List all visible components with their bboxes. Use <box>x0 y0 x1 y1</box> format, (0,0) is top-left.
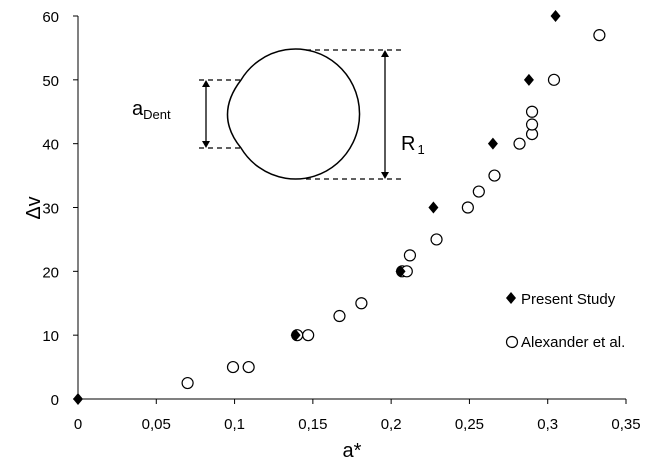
alexander-point <box>355 297 368 310</box>
x-tick-label: 0,05 <box>142 416 171 433</box>
radius-arrow-head-bottom <box>381 172 389 179</box>
alexander-point <box>525 105 539 118</box>
dented-circle-shape <box>226 48 361 180</box>
y-tick-label: 60 <box>42 9 59 26</box>
legend-label-present-study: Present Study <box>521 291 616 308</box>
alexander-point <box>181 376 194 390</box>
present-study-point <box>73 393 83 405</box>
legend-diamond-marker <box>506 292 516 304</box>
alexander-point <box>430 233 443 246</box>
alexander-point <box>226 360 240 374</box>
dent-arrow-head-top <box>202 80 210 87</box>
alexander-point <box>242 360 255 374</box>
y-tick-label: 50 <box>42 73 59 90</box>
radius-arrow-head-top <box>381 50 389 57</box>
x-axis-title: a* <box>343 440 362 461</box>
present-study-point <box>550 10 561 22</box>
present-study-point <box>428 201 439 214</box>
y-tick-label: 10 <box>42 328 59 345</box>
x-tick-label: 0 <box>74 416 82 433</box>
alexander-point <box>488 169 501 182</box>
alexander-point <box>547 73 561 86</box>
x-tick-label: 0,3 <box>537 416 558 433</box>
x-tick-label: 0,1 <box>224 416 245 433</box>
present-study-point <box>290 329 301 342</box>
present-study-point <box>523 73 534 86</box>
alexander-point <box>472 185 485 198</box>
alexander-point <box>403 249 417 262</box>
y-tick-label: 0 <box>51 392 59 409</box>
legend-label-alexander: Alexander et al. <box>521 334 625 351</box>
alexander-point <box>593 29 606 42</box>
alexander-point <box>525 118 539 131</box>
x-tick-label: 0,35 <box>611 416 640 433</box>
x-tick-label: 0,25 <box>455 416 484 433</box>
present-study-point <box>395 265 406 278</box>
y-tick-label: 20 <box>42 264 59 281</box>
alexander-point <box>333 309 346 323</box>
y-tick-label: 40 <box>42 137 59 154</box>
legend-circle-marker <box>505 335 519 349</box>
y-tick-label: 30 <box>42 201 59 218</box>
present-study-point <box>487 137 498 150</box>
legend: Present Study Alexander et al. <box>505 291 625 351</box>
data-points <box>73 10 606 405</box>
dent-label: aDent <box>132 98 171 122</box>
alexander-point <box>461 201 474 214</box>
dent-arrow-head-bottom <box>202 141 210 148</box>
y-axis-ticks: 0 10 20 30 40 50 60 <box>42 9 78 409</box>
alexander-point <box>302 329 315 342</box>
x-tick-label: 0,2 <box>381 416 402 433</box>
x-axis-ticks: 0 0,05 0,1 0,15 0,2 0,25 0,3 0,35 <box>74 399 641 433</box>
x-tick-label: 0,15 <box>298 416 327 433</box>
y-axis-title: Δv <box>23 196 45 219</box>
alexander-point <box>513 137 526 150</box>
